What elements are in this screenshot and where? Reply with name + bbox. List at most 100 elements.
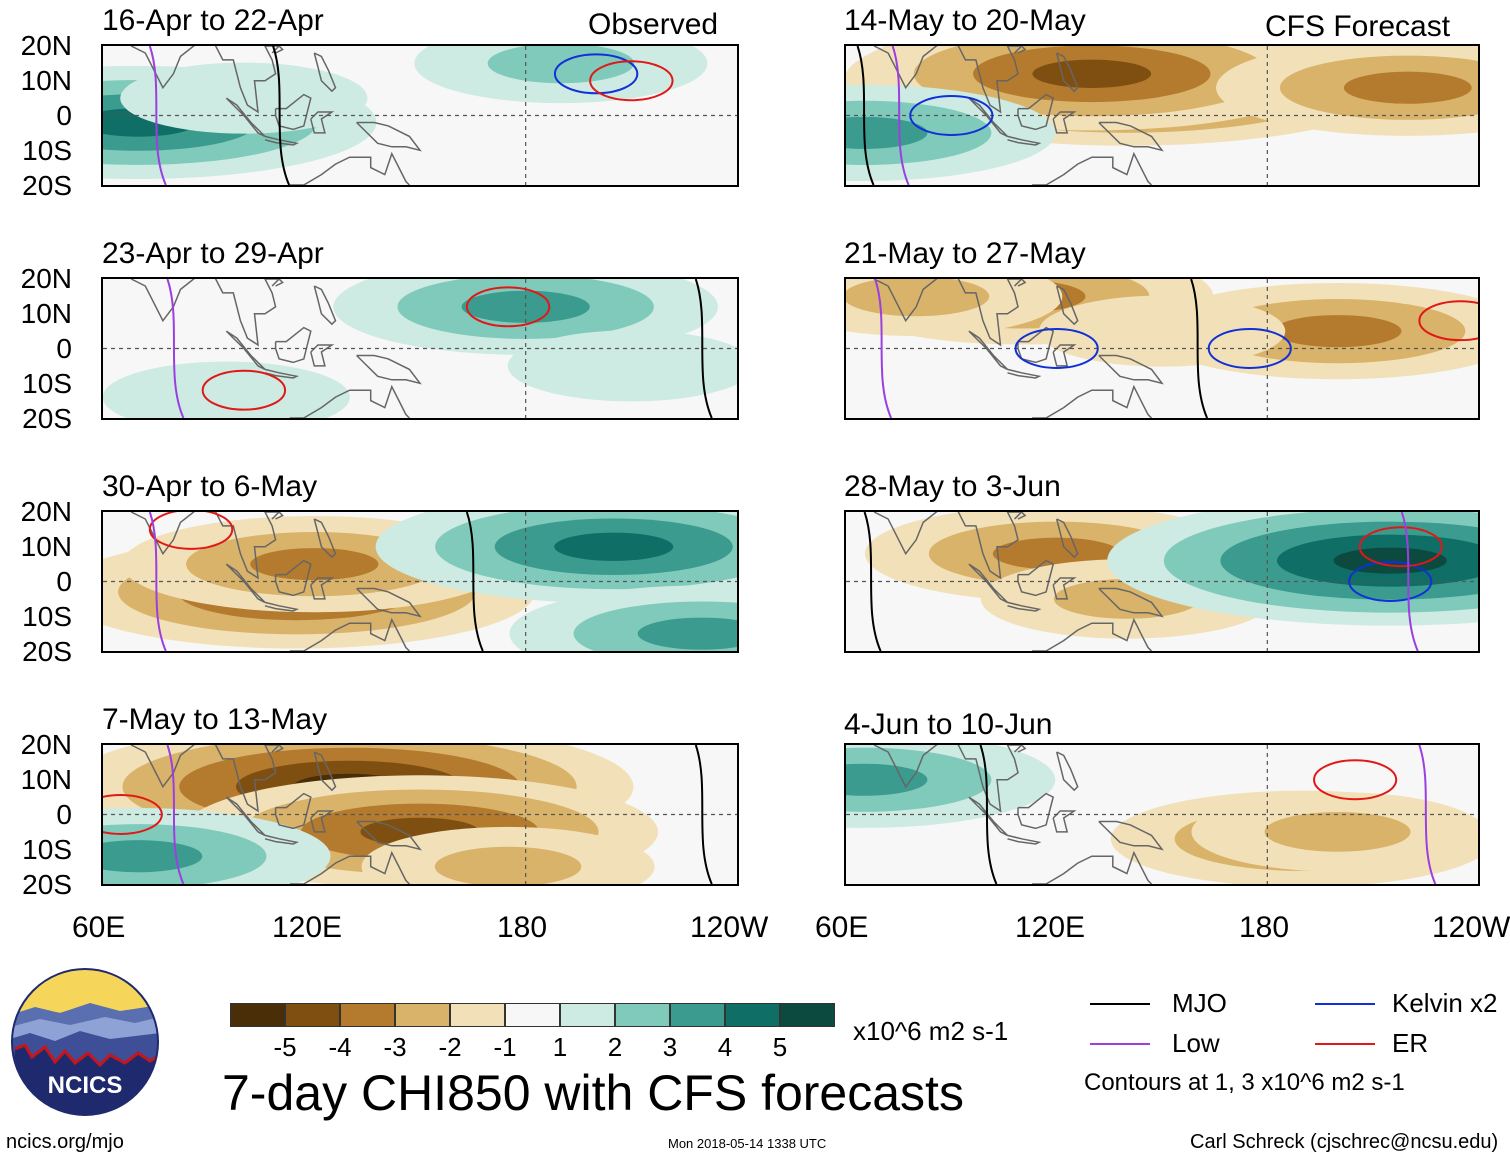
x-tick-label: 60E (72, 911, 126, 944)
coastline (310, 577, 335, 600)
colorbar-swatch (505, 1003, 560, 1027)
wave-contour-mjo (465, 512, 484, 651)
map-panel-fcst-3 (844, 510, 1480, 653)
coastline (1055, 52, 1079, 93)
y-tick-label: 10S (22, 601, 72, 632)
map-panel-fcst-2 (844, 277, 1480, 420)
coastline (356, 587, 422, 618)
coastline (264, 135, 300, 146)
coastline (873, 512, 1022, 580)
y-tick-label: 10N (20, 764, 72, 795)
wave-contour-er (1418, 300, 1478, 342)
coastline (356, 820, 422, 851)
wave-contour-er (589, 60, 674, 102)
coastline (130, 46, 280, 114)
panel-title: 7-May to 13-May (102, 703, 328, 736)
coastline (271, 512, 284, 520)
coastline (313, 52, 337, 93)
coastline (310, 344, 335, 367)
colorbar-tick-label: 3 (662, 1032, 678, 1062)
panel-svg (846, 512, 1478, 651)
wave-contour-er (103, 794, 163, 835)
x-tick-label: 180 (497, 911, 548, 944)
x-tick-label: 60E (815, 911, 869, 944)
legend-low-line (1090, 1043, 1150, 1045)
x-tick-label: 120W (690, 911, 769, 944)
coastline (274, 559, 312, 597)
colorbar-tick-label: -1 (493, 1032, 517, 1062)
coastline (271, 46, 284, 54)
coastline (1052, 810, 1077, 833)
coastline (225, 330, 266, 371)
panel-title: 4-Jun to 10-Jun (844, 708, 1053, 741)
panel-svg (846, 46, 1478, 185)
y-tick-label: 20S (22, 869, 72, 900)
colorbar-swatch (230, 1003, 285, 1027)
x-tick-label: 120E (1015, 911, 1086, 944)
y-tick-label: 10N (20, 298, 72, 329)
y-tick-label: 20S (22, 636, 72, 667)
panel-svg (846, 745, 1478, 884)
colorbar-tick-label: -5 (273, 1032, 297, 1062)
anomaly-contour (846, 116, 928, 149)
coastline (289, 617, 410, 651)
coastline (1032, 151, 1153, 185)
panel-title: 28-May to 3-Jun (844, 470, 1061, 503)
coastline (1055, 518, 1079, 559)
anomaly-contour (846, 279, 990, 317)
coastline (356, 354, 422, 385)
y-tick-label: 20N (20, 263, 72, 294)
coastline (289, 151, 410, 185)
coastline (968, 563, 1009, 604)
footer-credit: Carl Schreck (cjschrec@ncsu.edu) (1190, 1131, 1499, 1153)
coastline (1055, 751, 1079, 792)
colorbar-swatch (560, 1003, 615, 1027)
coastline (274, 792, 312, 830)
map-panel-obs-1 (101, 44, 739, 187)
wave-contour-kelvin (1207, 328, 1292, 369)
footer-url[interactable]: ncics.org/mjo (6, 1131, 124, 1153)
wave-contour-mjo (694, 745, 713, 884)
coastline (968, 330, 1009, 371)
wave-contour-low (166, 745, 185, 884)
ncics-logo: NCICS (11, 968, 159, 1116)
coastline (1017, 326, 1055, 364)
panel-title: 30-Apr to 6-May (102, 470, 318, 503)
colorbar-swatch (450, 1003, 505, 1027)
footer-timestamp: Mon 2018-05-14 1338 UTC (668, 1136, 827, 1151)
wave-contour-er (148, 512, 234, 550)
y-tick-label: 20N (20, 30, 72, 61)
coastline (1052, 577, 1077, 600)
legend-mjo-label: MJO (1172, 988, 1227, 1018)
coastline (873, 279, 1022, 347)
coastline (1032, 384, 1153, 418)
colorbar-swatch (285, 1003, 340, 1027)
panel-svg (846, 279, 1478, 418)
colorbar-tick-label: -2 (438, 1032, 462, 1062)
coastline (264, 834, 300, 845)
y-tick-label: 20S (22, 403, 72, 434)
coastline (130, 512, 280, 580)
wave-contour-low (166, 279, 185, 418)
coastline (968, 796, 1009, 837)
panel-title: 16-Apr to 22-Apr (102, 4, 324, 37)
wave-contour-low (148, 512, 167, 651)
coastline (289, 384, 410, 418)
wave-contour-mjo (272, 46, 291, 185)
observed-header: Observed (588, 8, 719, 41)
coastline (1032, 617, 1153, 651)
map-panel-fcst-4 (844, 743, 1480, 886)
coastline (271, 745, 284, 753)
y-tick-label: 0 (56, 566, 72, 597)
x-tick-label: 120E (272, 911, 343, 944)
wave-contour-kelvin (909, 95, 994, 136)
y-tick-label: 20N (20, 729, 72, 760)
map-panel-fcst-1 (844, 44, 1480, 187)
anomaly-contour (554, 532, 674, 561)
coastline (1098, 354, 1164, 385)
coastline (274, 93, 312, 131)
panel-title: 21-May to 27-May (844, 237, 1086, 270)
wave-contour-mjo (979, 745, 998, 884)
panel-title: 23-Apr to 29-Apr (102, 237, 324, 270)
coastline (1007, 601, 1042, 612)
